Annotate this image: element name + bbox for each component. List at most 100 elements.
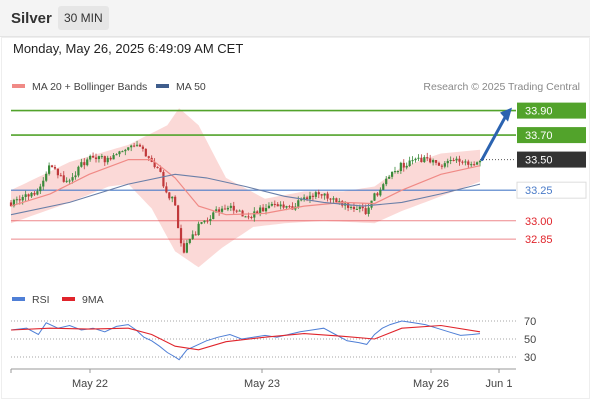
credit-text: Research © 2025 Trading Central [423, 81, 580, 93]
candle-body [194, 234, 197, 236]
candle-body [171, 196, 174, 199]
candle-body [341, 201, 344, 206]
candle-body [97, 156, 101, 160]
candle-body [12, 199, 16, 207]
candle-body [86, 159, 89, 166]
timestamp: Monday, May 26, 2025 6:49:09 AM CET [13, 41, 244, 56]
candle-body [45, 173, 48, 181]
candle-body [317, 192, 320, 195]
candle-body [153, 161, 156, 168]
arrow-shaft [480, 114, 508, 162]
candle-body [197, 223, 200, 235]
candle-body [83, 162, 86, 166]
header-bar: Silver 30 MIN [0, 0, 590, 37]
level-label-0: 33.90 [525, 106, 553, 118]
candle-body [15, 199, 18, 201]
candle-body [100, 156, 103, 158]
candle-body [56, 168, 59, 176]
level-label-4: 33.00 [525, 216, 553, 228]
level-badge-3 [516, 181, 587, 199]
candle-body [206, 220, 209, 222]
candle-body [364, 208, 367, 214]
candle-body [36, 191, 39, 195]
candle-body [179, 228, 183, 244]
candle-body [53, 166, 57, 169]
candle-body [420, 157, 423, 163]
candle-body [141, 146, 145, 149]
candle-body [18, 199, 21, 201]
candle-body [185, 242, 188, 253]
candle-body [458, 158, 461, 162]
candle-body [335, 198, 338, 203]
candle-body [191, 234, 194, 239]
candle-body [399, 162, 402, 172]
rsi-legend-label-1: 9MA [82, 294, 104, 306]
candle-body [162, 171, 165, 187]
candle-body [39, 186, 42, 192]
moving-averages [10, 159, 481, 216]
legend-swatch-0 [12, 84, 25, 88]
candle-body [264, 208, 268, 212]
candle-body [235, 210, 238, 212]
candle-body [138, 144, 142, 147]
candle-body [358, 206, 361, 209]
candle-body [182, 243, 186, 253]
candle-body [174, 196, 177, 206]
candle-body [426, 157, 429, 159]
candle-body [332, 198, 335, 200]
rsi-panel: RSI 9MA 70 50 30 [10, 294, 536, 364]
candle-body [24, 194, 27, 198]
candle-body [276, 204, 279, 207]
candle-body [411, 160, 414, 162]
candle-body [89, 155, 92, 160]
candle-body [135, 144, 139, 146]
candle-body [373, 193, 376, 201]
candle-body [402, 162, 405, 168]
candle-body [144, 148, 147, 157]
candle-body [130, 145, 133, 148]
forecast-arrow [480, 107, 512, 162]
candle-body [414, 158, 417, 161]
candle-body [156, 167, 159, 169]
x-tick-label-3: Jun 1 [486, 378, 513, 390]
candle-body [65, 180, 68, 182]
timeframe-button[interactable]: 30 MIN [58, 6, 109, 30]
candle-body [475, 162, 479, 165]
candle-body [229, 205, 232, 208]
candle-body [361, 206, 364, 209]
candle-body [250, 216, 253, 218]
candle-body [282, 204, 285, 208]
candle-body [256, 211, 259, 215]
candle-body [285, 206, 288, 208]
candle-body [267, 205, 271, 209]
candle-body [308, 195, 312, 200]
level-label-3: 33.25 [525, 185, 553, 197]
candle-body [352, 206, 356, 210]
candle-body [379, 189, 382, 196]
legend-swatch-1 [156, 84, 169, 88]
candle-body [443, 163, 446, 167]
candle-body [440, 165, 443, 167]
rsi-level-label-0: 70 [524, 316, 536, 328]
candle-body [388, 176, 391, 179]
candle-body [241, 210, 244, 217]
candle-body [247, 216, 250, 218]
candle-body [133, 145, 136, 147]
candle-body [311, 195, 315, 197]
arrow-head [500, 107, 512, 122]
candle-body [329, 198, 332, 200]
level-label-2: 33.50 [525, 155, 553, 167]
bollinger-band [11, 108, 480, 268]
legend: MA 20 + Bollinger Bands MA 50 Research © 2… [12, 81, 580, 93]
level-label-1: 33.70 [525, 130, 553, 142]
candle-body [349, 206, 353, 208]
rsi-legend-label-0: RSI [32, 294, 50, 306]
candle-body [212, 212, 215, 219]
candle-body [118, 151, 121, 155]
candle-body [393, 171, 397, 173]
candle-body [48, 165, 51, 174]
candle-body [355, 208, 358, 210]
candle-body [68, 180, 71, 182]
candle-body [42, 180, 45, 187]
